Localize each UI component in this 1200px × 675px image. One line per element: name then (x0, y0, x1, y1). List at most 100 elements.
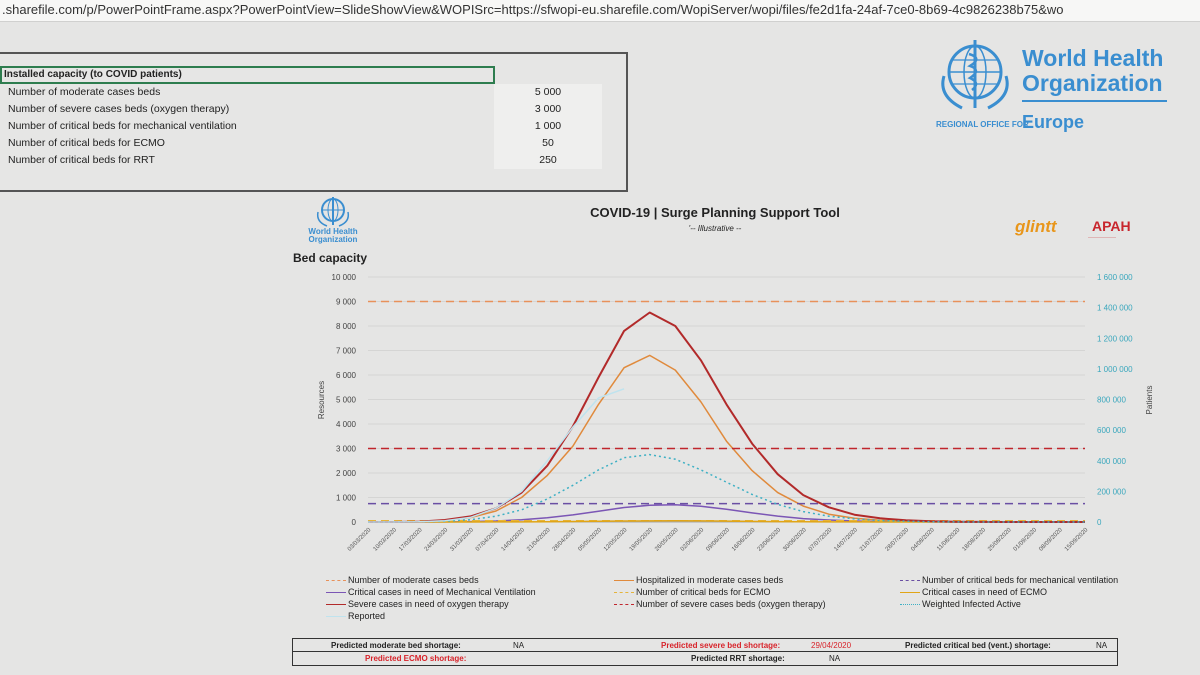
legend-label: Number of critical beds for mechanical v… (922, 575, 1119, 585)
legend-item: Number of critical beds for ECMO (614, 587, 771, 598)
who-name-line2: Organization (1022, 70, 1163, 96)
rrt-shortage-value: NA (829, 654, 841, 663)
x-tick-label: 21/07/2020 (859, 527, 885, 553)
capacity-row: Number of critical beds for mechanical v… (8, 118, 608, 135)
slide-title: COVID-19 | Surge Planning Support Tool (590, 205, 840, 220)
y-axis-label: Resources (317, 381, 326, 419)
x-tick-label: 09/06/2020 (705, 527, 731, 553)
who-region-name: Europe (1022, 112, 1085, 132)
apah-logo-underline: ——————— (1088, 234, 1116, 239)
y-tick-label: 8 000 (336, 322, 357, 331)
y2-tick-label: 1 200 000 (1097, 334, 1133, 343)
legend-swatch (326, 604, 346, 606)
legend-item: Severe cases in need of oxygen therapy (326, 599, 509, 610)
who-europe-logo: World Health Organization REGIONAL OFFIC… (934, 36, 1184, 136)
logo-divider (1022, 100, 1167, 102)
legend-label: Weighted Infected Active (922, 599, 1021, 609)
x-tick-label: 15/09/2020 (1064, 527, 1090, 553)
legend-swatch (326, 580, 346, 582)
browser-url-bar[interactable]: .sharefile.com/p/PowerPointFrame.aspx?Po… (0, 0, 1200, 22)
apah-logo-text: APAH (1092, 218, 1131, 234)
who-small-logo: World Health Organization (300, 195, 370, 250)
x-tick-label: 28/07/2020 (885, 527, 911, 553)
y-tick-label: 2 000 (336, 469, 357, 478)
legend-label: Number of critical beds for ECMO (636, 587, 771, 597)
legend-swatch (326, 616, 346, 618)
installed-capacity-table: Installed capacity (to COVID patients) N… (0, 52, 628, 192)
y-tick-label: 7 000 (336, 347, 357, 356)
capacity-row: Number of moderate cases beds 5 000 (8, 84, 608, 101)
severe-shortage-label: Predicted severe bed shortage: (661, 641, 781, 650)
legend-swatch (614, 580, 634, 582)
section-title: Bed capacity (293, 251, 368, 265)
critical-shortage-value: NA (1096, 641, 1108, 650)
legend-label: Severe cases in need of oxygen therapy (348, 599, 509, 609)
legend-swatch (900, 604, 920, 606)
legend-item: Weighted Infected Active (900, 599, 1021, 610)
x-tick-label: 05/05/2020 (577, 527, 603, 553)
legend-item: Critical cases in need of ECMO (900, 587, 1047, 598)
capacity-row-label: Number of critical beds for mechanical v… (8, 120, 237, 132)
capacity-row-value[interactable]: 1 000 (494, 118, 602, 135)
y-tick-label: 9 000 (336, 298, 357, 307)
x-tick-label: 14/07/2020 (833, 527, 859, 553)
who-name-line1: World Health (1022, 45, 1164, 71)
capacity-row-value[interactable]: 5 000 (494, 84, 602, 101)
ecmo-shortage-label: Predicted ECMO shortage: (365, 654, 467, 663)
x-tick-label: 04/08/2020 (910, 527, 936, 553)
x-tick-label: 23/06/2020 (757, 527, 783, 553)
y-tick-label: 4 000 (336, 420, 357, 429)
x-tick-label: 01/09/2020 (1013, 527, 1039, 553)
moderate-shortage-value: NA (513, 641, 525, 650)
x-tick-label: 21/04/2020 (526, 527, 552, 553)
bed-capacity-chart: 0 1 000 2 000 3 000 4 000 5 000 6 000 7 000 8 00… (317, 273, 1154, 553)
capacity-row: Number of severe cases beds (oxygen ther… (8, 101, 608, 118)
glintt-logo: glintt (1015, 217, 1057, 236)
y-tick-label: 6 000 (336, 371, 357, 380)
legend-label: Hospitalized in moderate cases beds (636, 575, 784, 585)
table-divider (293, 651, 1117, 652)
y2-tick-label: 200 000 (1097, 487, 1126, 496)
capacity-row-label: Number of critical beds for RRT (8, 154, 155, 166)
y-tick-label: 1 000 (336, 494, 357, 503)
legend-item: Hospitalized in moderate cases beds (614, 575, 783, 586)
x-tick-label: 14/04/2020 (501, 527, 527, 553)
legend-swatch (900, 592, 920, 594)
capacity-row-label: Number of critical beds for ECMO (8, 137, 165, 149)
shortage-table: Predicted moderate bed shortage: NA Pred… (292, 638, 1118, 666)
legend-item: Number of critical beds for mechanical v… (900, 575, 1118, 586)
legend-swatch (614, 604, 634, 606)
legend-swatch (326, 592, 346, 594)
x-tick-label: 18/08/2020 (962, 527, 988, 553)
series-line (368, 388, 625, 523)
capacity-row-value[interactable]: 3 000 (494, 101, 602, 118)
y2-tick-label: 1 000 000 (1097, 365, 1133, 374)
severe-shortage-value: 29/04/2020 (811, 641, 852, 650)
capacity-row: Number of critical beds for ECMO 50 (8, 135, 608, 152)
who-emblem-icon (941, 40, 1009, 110)
y2-tick-label: 600 000 (1097, 426, 1126, 435)
who-regional-text: REGIONAL OFFICE FOR (936, 120, 1029, 129)
x-tick-label: 24/03/2020 (424, 527, 450, 553)
legend-swatch (614, 592, 634, 594)
x-tick-label: 12/05/2020 (603, 527, 629, 553)
capacity-row-value[interactable]: 250 (494, 152, 602, 169)
series-line (368, 453, 1085, 523)
y2-tick-label: 1 600 000 (1097, 273, 1133, 282)
y2-tick-label: 400 000 (1097, 457, 1126, 466)
capacity-header-cell[interactable]: Installed capacity (to COVID patients) (0, 66, 495, 84)
capacity-row-value[interactable]: 50 (494, 135, 602, 152)
legend-label: Number of severe cases beds (oxygen ther… (636, 599, 826, 609)
x-tick-label: 10/03/2020 (373, 527, 399, 553)
legend-item: Critical cases in need of Mechanical Ven… (326, 587, 536, 598)
x-tick-label: 08/09/2020 (1038, 527, 1064, 553)
x-tick-label: 17/03/2020 (398, 527, 424, 553)
x-tick-label: 30/06/2020 (782, 527, 808, 553)
legend-item: Reported (326, 611, 385, 622)
rrt-shortage-label: Predicted RRT shortage: (691, 654, 785, 663)
legend-label: Reported (348, 611, 386, 621)
legend-item: Number of severe cases beds (oxygen ther… (614, 599, 826, 610)
capacity-row-label: Number of severe cases beds (oxygen ther… (8, 103, 230, 115)
apah-logo: APAH ——————— (1088, 218, 1131, 239)
x-tick-label: 26/05/2020 (654, 527, 680, 553)
